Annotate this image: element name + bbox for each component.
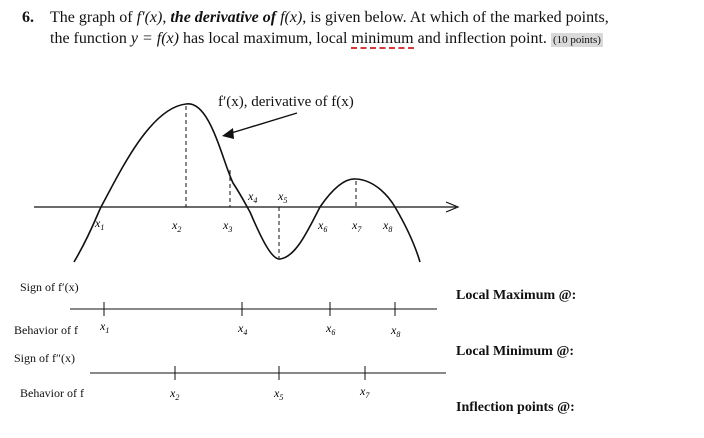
x-axis-arrow bbox=[445, 201, 460, 213]
local-maximum-prompt: Local Maximum @: bbox=[456, 288, 577, 303]
question-bold-text: the derivative of bbox=[170, 9, 277, 26]
axis-label-x3: x3 bbox=[222, 218, 232, 234]
question-number: 6. bbox=[22, 9, 34, 26]
label-sign-fdoubleprime: Sign of f″(x) bbox=[14, 351, 75, 365]
label-behavior-f-1: Behavior of f bbox=[14, 323, 78, 337]
annotation-arrow bbox=[227, 112, 298, 135]
question-line-2: the function y = f(x) has local maximum,… bbox=[50, 30, 603, 49]
question-text: the function bbox=[50, 30, 131, 47]
math-fprime: f′(x) bbox=[136, 9, 163, 26]
axis-label-x1: x1 bbox=[94, 216, 104, 232]
curve-label: f′(x), derivative of f(x) bbox=[218, 94, 354, 110]
points-badge: (10 points) bbox=[550, 33, 603, 47]
mark-label-x5: x5 bbox=[273, 386, 283, 402]
math-fx: f(x) bbox=[280, 9, 303, 26]
axis-label-x4: x4 bbox=[247, 189, 257, 205]
question-text: , is given below. At which of the marked… bbox=[302, 9, 609, 26]
mark-label-x4: x4 bbox=[237, 321, 247, 337]
axis-label-x2: x2 bbox=[171, 218, 181, 234]
inflection-points-prompt: Inflection points @: bbox=[456, 400, 575, 415]
spellcheck-underlined-word: minimum bbox=[351, 30, 414, 49]
label-sign-fprime: Sign of f′(x) bbox=[20, 280, 79, 294]
mark-label-x6: x6 bbox=[325, 321, 335, 337]
axis-label-x7: x7 bbox=[351, 218, 362, 234]
mark-label-x1: x1 bbox=[99, 319, 109, 335]
axis-label-x8: x8 bbox=[382, 218, 392, 234]
mark-label-x2: x2 bbox=[169, 386, 179, 402]
mark-label-x7: x7 bbox=[359, 384, 370, 400]
local-minimum-prompt: Local Minimum @: bbox=[456, 344, 575, 359]
question-line-1: The graph of f′(x), the derivative of f(… bbox=[50, 9, 609, 27]
question-text: has local maximum, local bbox=[178, 30, 352, 47]
axis-label-x6: x6 bbox=[317, 218, 327, 234]
question-text: , bbox=[162, 9, 171, 26]
annotation-arrowhead bbox=[222, 128, 234, 139]
math-y-equals-fx: y = f(x) bbox=[130, 30, 179, 47]
question-text: and inflection point. bbox=[413, 30, 547, 47]
mark-label-x8: x8 bbox=[390, 323, 400, 339]
axis-label-x5: x5 bbox=[277, 189, 287, 205]
question-text: The graph of bbox=[50, 9, 137, 26]
fprime-curve bbox=[73, 103, 421, 263]
label-behavior-f-2: Behavior of f bbox=[20, 386, 84, 400]
